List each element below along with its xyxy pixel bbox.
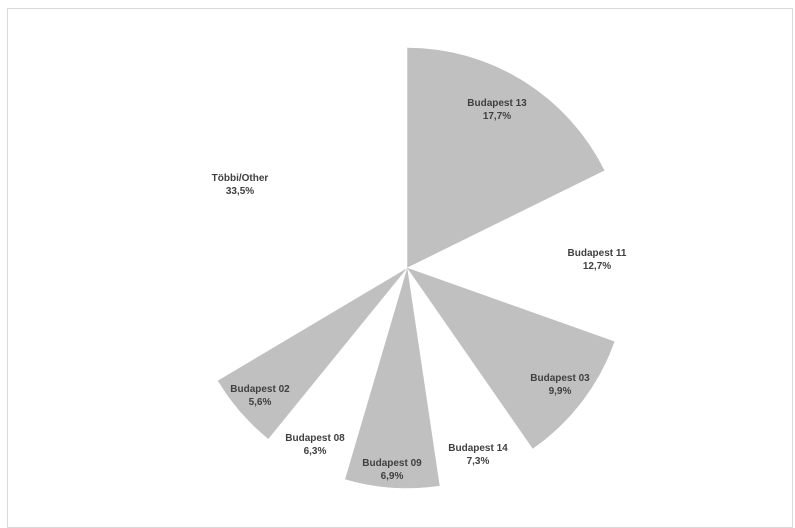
pie-slice-budapest-03: [406, 267, 615, 450]
slice-value-budapest-14: 7,3%: [467, 456, 490, 467]
slice-label-budapest-02: Budapest 02: [230, 384, 290, 395]
pie-slice-budapest-13: [406, 47, 605, 269]
slice-label-budapest-03: Budapest 03: [530, 373, 590, 384]
slice-label-budapest-11: Budapest 11: [568, 248, 627, 259]
slice-value-budapest-09: 6,9%: [381, 471, 404, 482]
slice-value-budapest-03: 9,9%: [549, 386, 572, 397]
slice-value-budapest-02: 5,6%: [249, 397, 272, 408]
pie-slice-t-bbi-other: [186, 47, 408, 381]
slice-value-budapest-08: 6,3%: [304, 446, 327, 457]
slice-label-budapest-14: Budapest 14: [448, 443, 508, 454]
slice-value-budapest-11: 12,7%: [583, 261, 611, 272]
slice-label-budapest-09: Budapest 09: [362, 458, 422, 469]
pie-slice-budapest-14: [406, 267, 533, 486]
slice-value-budapest-13: 17,7%: [483, 111, 511, 122]
slice-value-t-bbi-other: 33,5%: [226, 186, 254, 197]
slice-label-budapest-08: Budapest 08: [285, 433, 345, 444]
slice-label-t-bbi-other: Többi/Other: [212, 173, 269, 184]
pie-slice-budapest-11: [406, 170, 628, 342]
slice-label-budapest-13: Budapest 13: [467, 98, 527, 109]
